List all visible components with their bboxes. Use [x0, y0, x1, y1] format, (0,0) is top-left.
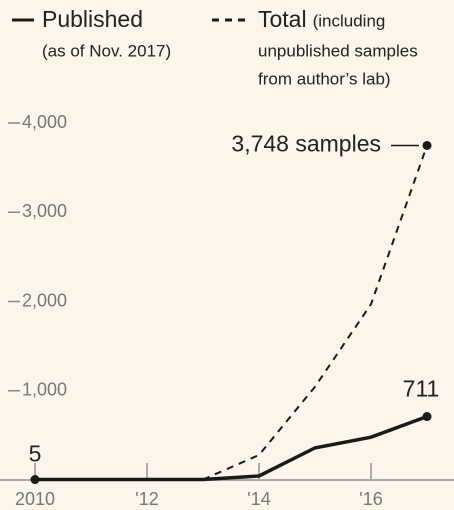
series-line [202, 145, 428, 481]
point [30, 475, 40, 485]
legend-label: Total [258, 6, 307, 32]
legend-note: (as of Nov. 2017) [42, 41, 171, 60]
legend-note: from author’s lab) [258, 69, 391, 88]
x-tick-label: '16 [359, 489, 382, 509]
x-tick-label: 2010 [15, 489, 55, 509]
series-line [35, 414, 428, 482]
point [422, 412, 432, 422]
y-tick-label: 4,000 [22, 112, 67, 132]
legend-note: (including [313, 11, 386, 30]
legend-label: Published [42, 6, 143, 32]
point [422, 140, 432, 150]
y-tick-label: 1,000 [22, 380, 67, 400]
legend-note: unpublished samples [258, 41, 418, 60]
y-tick-label: 2,000 [22, 290, 67, 310]
data-label: 5 [29, 441, 42, 467]
data-label: 711 [403, 376, 440, 402]
x-tick-label: '14 [247, 489, 270, 509]
data-label: 3,748 samples [231, 131, 381, 157]
y-tick-label: 3,000 [22, 201, 67, 221]
x-tick-label: '12 [135, 489, 158, 509]
